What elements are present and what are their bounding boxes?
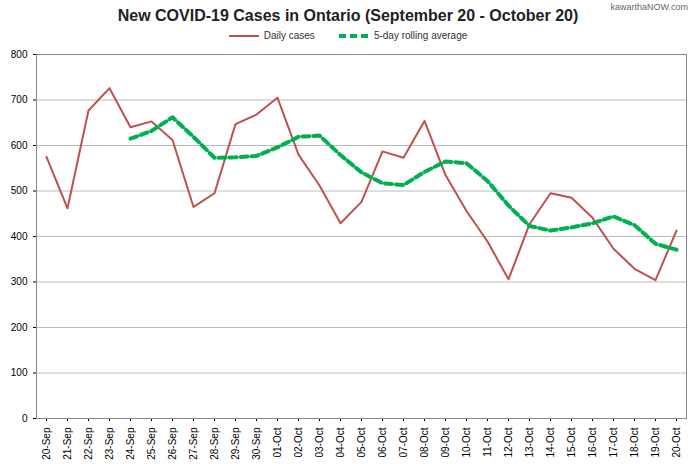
svg-text:13-Oct: 13-Oct [524, 427, 535, 457]
svg-text:03-Oct: 03-Oct [314, 427, 325, 457]
svg-text:25-Sep: 25-Sep [146, 427, 157, 460]
svg-text:10-Oct: 10-Oct [461, 427, 472, 457]
svg-text:100: 100 [11, 367, 28, 378]
svg-text:200: 200 [11, 322, 28, 333]
svg-text:28-Sep: 28-Sep [209, 427, 220, 460]
svg-text:400: 400 [11, 231, 28, 242]
html-text:Daily cases: Daily cases [263, 30, 315, 41]
svg-text:27-Sep: 27-Sep [188, 427, 199, 460]
svg-text:26-Sep: 26-Sep [167, 427, 178, 460]
html-text:New COVID-19 Cases in Ontario: New COVID-19 Cases in Ontario (September… [117, 7, 579, 24]
html-text:5-day rolling average: 5-day rolling average [373, 30, 468, 41]
svg-text:23-Sep: 23-Sep [104, 427, 115, 460]
svg-text:24-Sep: 24-Sep [125, 427, 136, 460]
svg-text:12-Oct: 12-Oct [503, 427, 514, 457]
svg-text:29-Sep: 29-Sep [230, 427, 241, 460]
svg-text:08-Oct: 08-Oct [419, 427, 430, 457]
svg-text:07-Oct: 07-Oct [398, 427, 409, 457]
svg-text:02-Oct: 02-Oct [293, 427, 304, 457]
svg-text:0: 0 [22, 413, 28, 424]
html-text:kawarthaNOW.com: kawarthaNOW.com [610, 2, 688, 12]
svg-text:09-Oct: 09-Oct [440, 427, 451, 457]
svg-text:700: 700 [11, 94, 28, 105]
svg-text:11-Oct: 11-Oct [482, 427, 493, 456]
svg-text:19-Oct: 19-Oct [650, 427, 661, 457]
svg-text:01-Oct: 01-Oct [272, 427, 283, 457]
svg-text:18-Oct: 18-Oct [629, 427, 640, 457]
svg-text:16-Oct: 16-Oct [587, 427, 598, 457]
svg-text:15-Oct: 15-Oct [566, 427, 577, 457]
svg-text:21-Sep: 21-Sep [62, 427, 73, 460]
svg-text:14-Oct: 14-Oct [545, 427, 556, 457]
svg-text:20-Oct: 20-Oct [671, 427, 682, 457]
svg-text:600: 600 [11, 140, 28, 151]
svg-text:22-Sep: 22-Sep [83, 427, 94, 460]
svg-text:20-Sep: 20-Sep [41, 427, 52, 460]
svg-text:05-Oct: 05-Oct [356, 427, 367, 457]
svg-text:300: 300 [11, 276, 28, 287]
svg-text:500: 500 [11, 185, 28, 196]
svg-text:06-Oct: 06-Oct [377, 427, 388, 457]
svg-text:800: 800 [11, 49, 28, 60]
svg-text:30-Sep: 30-Sep [251, 427, 262, 460]
svg-text:04-Oct: 04-Oct [335, 427, 346, 457]
svg-text:17-Oct: 17-Oct [608, 427, 619, 457]
